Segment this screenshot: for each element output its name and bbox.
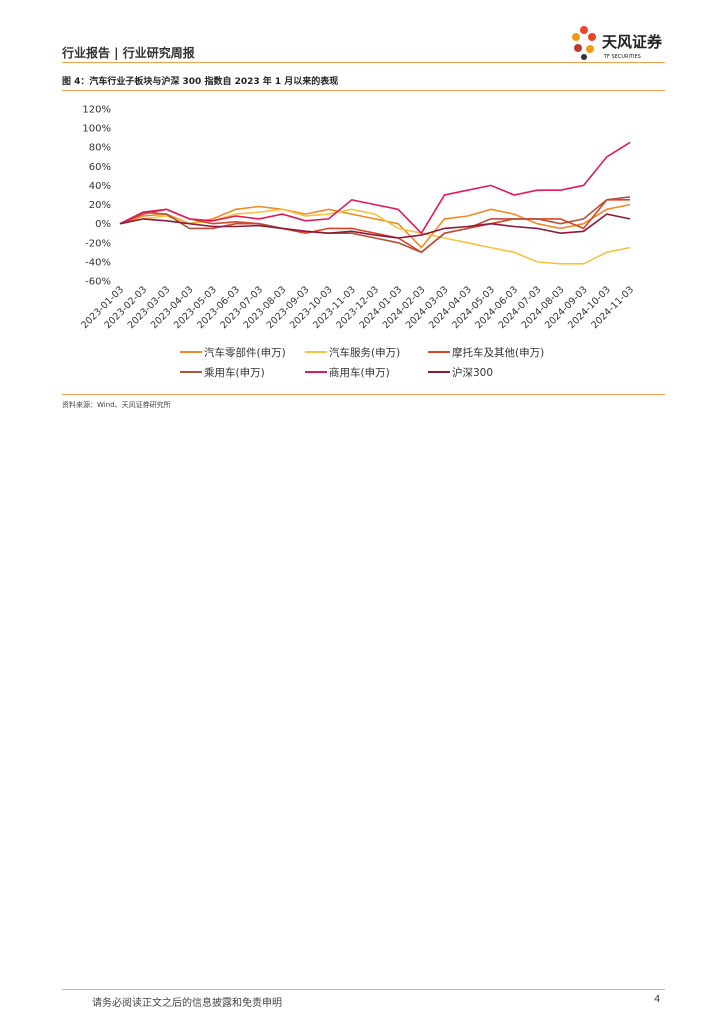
legend-label: 沪深300 bbox=[452, 366, 493, 379]
series-line bbox=[119, 203, 631, 249]
y-tick-label: 0% bbox=[95, 219, 111, 230]
y-tick-label: 40% bbox=[89, 181, 111, 192]
legend-label: 汽车零部件(申万) bbox=[204, 346, 286, 359]
y-tick-label: 60% bbox=[89, 162, 111, 173]
y-tick-label: 100% bbox=[82, 124, 111, 135]
caption-rule bbox=[62, 90, 665, 91]
figure-caption: 图 4：汽车行业子板块与沪深 300 指数自 2023 年 1 月以来的表现 bbox=[62, 77, 339, 87]
header-rule bbox=[62, 62, 665, 63]
logo-name: 天风证券 bbox=[602, 33, 663, 51]
y-tick-label: -40% bbox=[85, 257, 111, 268]
series-line bbox=[119, 141, 631, 235]
source-rule bbox=[62, 394, 665, 395]
y-tick-label: 20% bbox=[89, 200, 111, 211]
chart: -60%-40%-20%0%20%40%60%80%100%120%2023-0… bbox=[79, 105, 636, 380]
legend-label: 摩托车及其他(申万) bbox=[452, 346, 544, 359]
series-line bbox=[119, 213, 631, 239]
legend-label: 商用车(申万) bbox=[329, 366, 390, 379]
source-note: 资料来源：Wind、天风证券研究所 bbox=[62, 401, 171, 409]
report-header: 行业报告 | 行业研究周报 bbox=[62, 46, 195, 60]
legend-label: 汽车服务(申万) bbox=[329, 346, 400, 359]
series-line bbox=[119, 208, 631, 265]
y-tick-label: 120% bbox=[82, 105, 111, 116]
logo-sub: TF SECURITIES bbox=[603, 54, 641, 60]
y-tick-label: -60% bbox=[85, 277, 111, 288]
y-tick-label: -20% bbox=[85, 238, 111, 249]
y-tick-label: 80% bbox=[89, 143, 111, 154]
footer-rule bbox=[62, 989, 665, 990]
logo: 天风证券 TF SECURITIES bbox=[572, 26, 663, 60]
series-line bbox=[119, 199, 630, 254]
page-number: 4 bbox=[654, 994, 661, 1005]
disclaimer: 请务必阅读正文之后的信息披露和免责申明 bbox=[92, 998, 282, 1009]
legend-label: 乘用车(申万) bbox=[204, 366, 265, 379]
series-line bbox=[119, 196, 631, 254]
